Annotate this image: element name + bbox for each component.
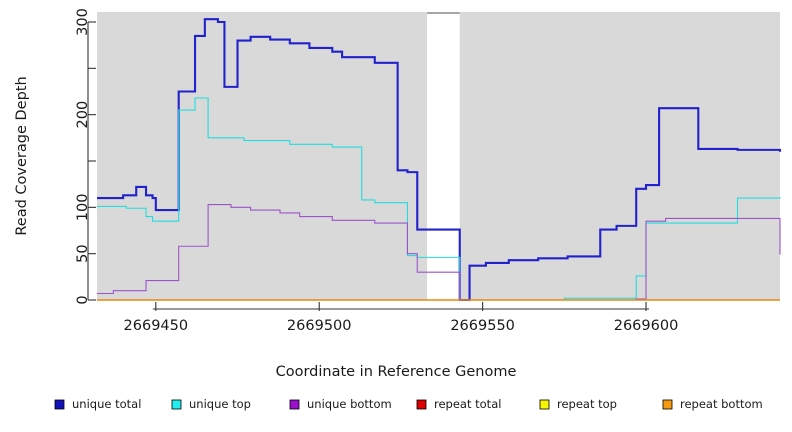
legend-label: repeat total xyxy=(434,397,501,411)
legend-swatch xyxy=(289,399,300,410)
x-tick-label: 2669550 xyxy=(450,318,515,334)
x-tick-label: 2669500 xyxy=(287,318,352,334)
coverage-gap-region xyxy=(427,12,460,301)
y-tick-label: 100 xyxy=(75,193,91,221)
legend-swatch xyxy=(539,399,550,410)
y-tick-label: 0 xyxy=(75,295,91,304)
x-tick-label: 2669600 xyxy=(614,318,679,334)
legend-label: repeat top xyxy=(557,397,617,411)
y-tick-label: 200 xyxy=(75,101,91,129)
legend-item-unique-total[interactable]: unique total xyxy=(54,397,141,411)
legend-swatch xyxy=(54,399,65,410)
legend-item-repeat-bottom[interactable]: repeat bottom xyxy=(662,397,763,411)
legend-item-unique-bottom[interactable]: unique bottom xyxy=(289,397,392,411)
plot-panel xyxy=(97,12,780,301)
chart-legend: unique total unique top unique bottom repea… xyxy=(54,397,763,411)
legend-label: unique top xyxy=(189,397,251,411)
legend-swatch xyxy=(416,399,427,410)
series-layer xyxy=(97,18,782,302)
legend-swatch xyxy=(171,399,182,410)
y-tick-label: 300 xyxy=(75,8,91,36)
legend-item-repeat-top[interactable]: repeat top xyxy=(539,397,617,411)
legend-label: unique bottom xyxy=(307,397,392,411)
legend-label: repeat bottom xyxy=(680,397,763,411)
x-tick-label: 2669450 xyxy=(124,318,189,334)
series-unique-bottom xyxy=(97,204,781,301)
legend-swatch xyxy=(662,399,673,410)
series-unique-total xyxy=(97,18,782,302)
y-axis-title: Read Coverage Depth xyxy=(14,76,30,235)
series-unique-top xyxy=(97,97,781,301)
axis-layer: 0 50 100 200 300 2669450 2669500 2669550 2669600 xyxy=(75,8,678,334)
legend-item-unique-top[interactable]: unique top xyxy=(171,397,251,411)
legend-item-repeat-total[interactable]: repeat total xyxy=(416,397,501,411)
y-tick-label: 50 xyxy=(75,244,91,262)
legend-label: unique total xyxy=(72,397,141,411)
x-axis-title: Coordinate in Reference Genome xyxy=(276,364,517,380)
